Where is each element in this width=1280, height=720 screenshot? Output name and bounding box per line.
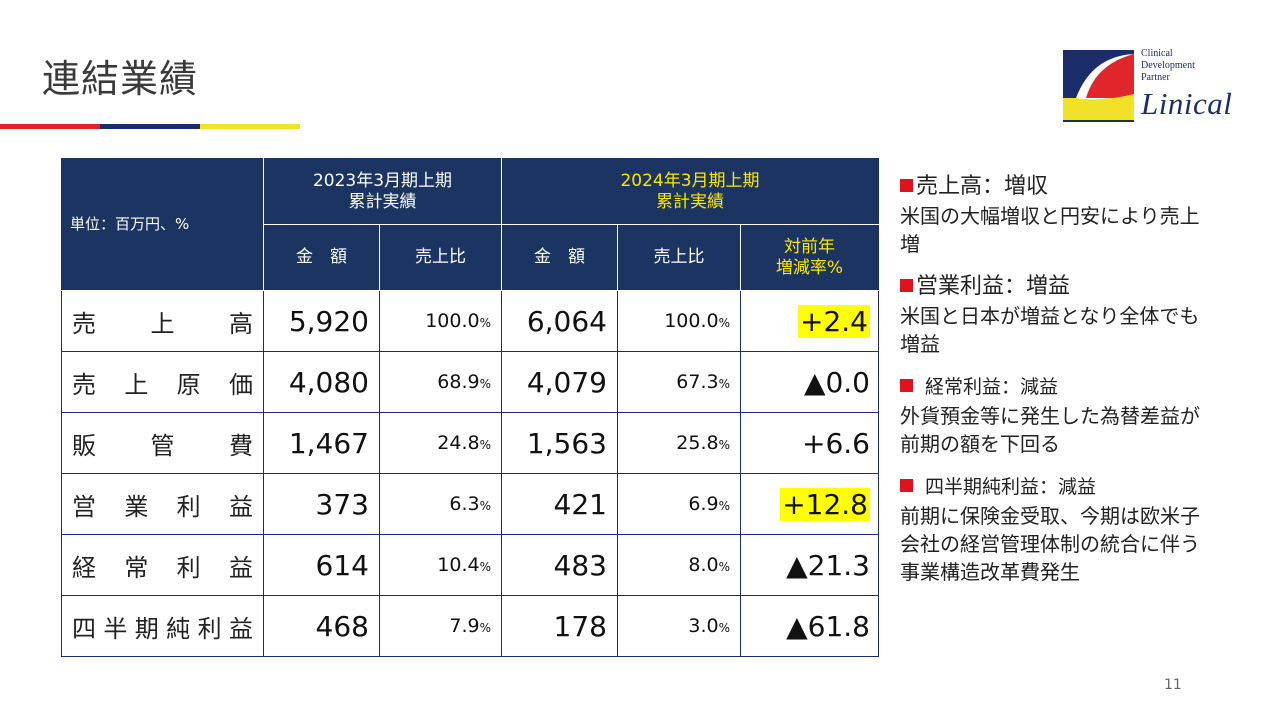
- header-amount-prev: 金 額: [263, 224, 380, 291]
- note-head: 四半期純利益：減益: [925, 476, 1097, 498]
- note-item: 売上高：増収 米国の大幅増収と円安により売上増: [900, 172, 1240, 258]
- row-label: 販管費: [61, 412, 264, 474]
- prev-amount: 373: [263, 473, 380, 535]
- logo-text-line2: Development: [1141, 60, 1195, 71]
- prev-ratio: 100.0%: [379, 290, 502, 352]
- curr-ratio: 3.0%: [617, 595, 741, 657]
- note-head: 経常利益：減益: [925, 376, 1059, 398]
- row-label: 売上高: [61, 290, 264, 352]
- change-rate: ▲61.8: [740, 595, 879, 657]
- change-rate: ▲0.0: [740, 351, 879, 413]
- accent-bar-red: [0, 124, 100, 129]
- prev-amount: 5,920: [263, 290, 380, 352]
- curr-ratio: 100.0%: [617, 290, 741, 352]
- prev-ratio: 7.9%: [379, 595, 502, 657]
- accent-bar-yellow: [200, 124, 300, 129]
- prev-amount: 614: [263, 534, 380, 596]
- curr-amount: 6,064: [501, 290, 618, 352]
- row-label: 四半期純利益: [61, 595, 264, 657]
- note-head: 売上高：増収: [916, 174, 1049, 199]
- page-title: 連結業績: [42, 57, 199, 101]
- note-head: 営業利益：増益: [916, 274, 1071, 299]
- header-ratio-prev: 売上比: [379, 224, 502, 291]
- table-row: 売上高 5,920 100.0% 6,064 100.0% +2.4: [61, 290, 879, 352]
- curr-amount: 1,563: [501, 412, 618, 474]
- row-label: 営業利益: [61, 473, 264, 535]
- change-rate: +12.8: [740, 473, 879, 535]
- red-square-icon: [900, 379, 913, 392]
- curr-ratio: 6.9%: [617, 473, 741, 535]
- curr-ratio: 67.3%: [617, 351, 741, 413]
- table-row: 販管費 1,467 24.8% 1,563 25.8% +6.6: [61, 412, 879, 474]
- notes-panel: 売上高：増収 米国の大幅増収と円安により売上増 営業利益：増益 米国と日本が増益…: [900, 172, 1240, 600]
- results-table: 単位：百万円、% 2023年3月期上期 累計実績 2024年3月期上期 累計実績…: [61, 158, 879, 657]
- row-label: 経常利益: [61, 534, 264, 596]
- note-body: 前期に保険金受取、今期は欧米子会社の経営管理体制の統合に伴う事業構造改革費発生: [900, 504, 1200, 584]
- prev-amount: 468: [263, 595, 380, 657]
- red-square-icon: [900, 479, 913, 492]
- row-label: 売上原価: [61, 351, 264, 413]
- change-rate: ▲21.3: [740, 534, 879, 596]
- logo-text-line1: Clinical: [1141, 48, 1173, 59]
- table-row: 営業利益 373 6.3% 421 6.9% +12.8: [61, 473, 879, 535]
- prev-amount: 4,080: [263, 351, 380, 413]
- header-curr-period: 2024年3月期上期 累計実績: [501, 158, 879, 225]
- header-change: 対前年 増減率%: [740, 224, 879, 291]
- header-amount-curr: 金 額: [501, 224, 618, 291]
- table-row: 売上原価 4,080 68.9% 4,079 67.3% ▲0.0: [61, 351, 879, 413]
- curr-amount: 421: [501, 473, 618, 535]
- red-square-icon: [900, 279, 913, 292]
- prev-ratio: 68.9%: [379, 351, 502, 413]
- curr-amount: 483: [501, 534, 618, 596]
- accent-bar-navy: [100, 124, 200, 129]
- company-logo: [1063, 50, 1134, 122]
- note-item: 四半期純利益：減益 前期に保険金受取、今期は欧米子会社の経営管理体制の統合に伴う…: [900, 472, 1240, 586]
- red-square-icon: [900, 179, 913, 192]
- header-ratio-curr: 売上比: [617, 224, 741, 291]
- note-item: 営業利益：増益 米国と日本が増益となり全体でも増益: [900, 272, 1240, 358]
- table-row: 経常利益 614 10.4% 483 8.0% ▲21.3: [61, 534, 879, 596]
- curr-ratio: 25.8%: [617, 412, 741, 474]
- curr-amount: 178: [501, 595, 618, 657]
- change-rate: +6.6: [740, 412, 879, 474]
- curr-ratio: 8.0%: [617, 534, 741, 596]
- prev-amount: 1,467: [263, 412, 380, 474]
- logo-wordmark: Linical: [1141, 86, 1233, 121]
- curr-amount: 4,079: [501, 351, 618, 413]
- change-rate: +2.4: [740, 290, 879, 352]
- prev-ratio: 10.4%: [379, 534, 502, 596]
- page-number: 11: [1164, 677, 1182, 693]
- logo-text-line3: Partner: [1141, 72, 1170, 83]
- table-row: 四半期純利益 468 7.9% 178 3.0% ▲61.8: [61, 595, 879, 657]
- note-body: 米国の大幅増収と円安により売上増: [900, 204, 1200, 256]
- header-prev-period: 2023年3月期上期 累計実績: [263, 158, 502, 225]
- note-item: 経常利益：減益 外貨預金等に発生した為替差益が前期の額を下回る: [900, 372, 1240, 458]
- note-body: 米国と日本が増益となり全体でも増益: [900, 304, 1200, 356]
- prev-ratio: 24.8%: [379, 412, 502, 474]
- unit-label: 単位：百万円、%: [61, 158, 264, 291]
- note-body: 外貨預金等に発生した為替差益が前期の額を下回る: [900, 404, 1200, 456]
- prev-ratio: 6.3%: [379, 473, 502, 535]
